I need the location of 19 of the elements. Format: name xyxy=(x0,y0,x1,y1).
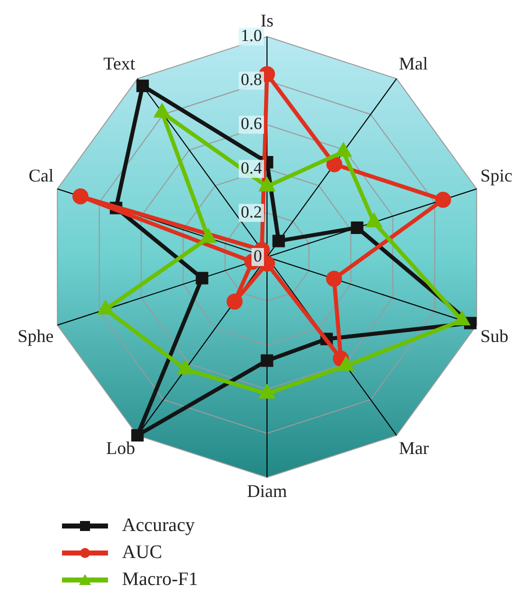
spoke-label: Text xyxy=(103,53,136,74)
legend-label: AUC xyxy=(122,542,162,564)
y-tick-label: 0.4 xyxy=(240,158,262,178)
spoke-label: Sphe xyxy=(18,326,54,346)
spoke-label: Sub xyxy=(480,326,508,346)
y-tick-label: 1.0 xyxy=(240,26,262,46)
spoke-label: Cal xyxy=(28,166,54,186)
y-tick-label: 0 xyxy=(254,246,262,266)
spoke-label: Spic xyxy=(480,166,512,186)
y-tick-label: 0.8 xyxy=(240,70,262,90)
y-tick-label: 0.6 xyxy=(240,114,262,134)
spoke-label: Mar xyxy=(398,438,429,458)
spoke-label: Diam xyxy=(247,480,287,501)
y-tick-label: 0.2 xyxy=(240,202,262,222)
spoke-label: Mal xyxy=(398,53,428,74)
legend-label: Macro-F1 xyxy=(122,568,198,590)
spoke-label: Lob xyxy=(106,438,136,458)
legend-label: Accuracy xyxy=(122,514,195,536)
spoke-label: Is xyxy=(260,10,274,31)
